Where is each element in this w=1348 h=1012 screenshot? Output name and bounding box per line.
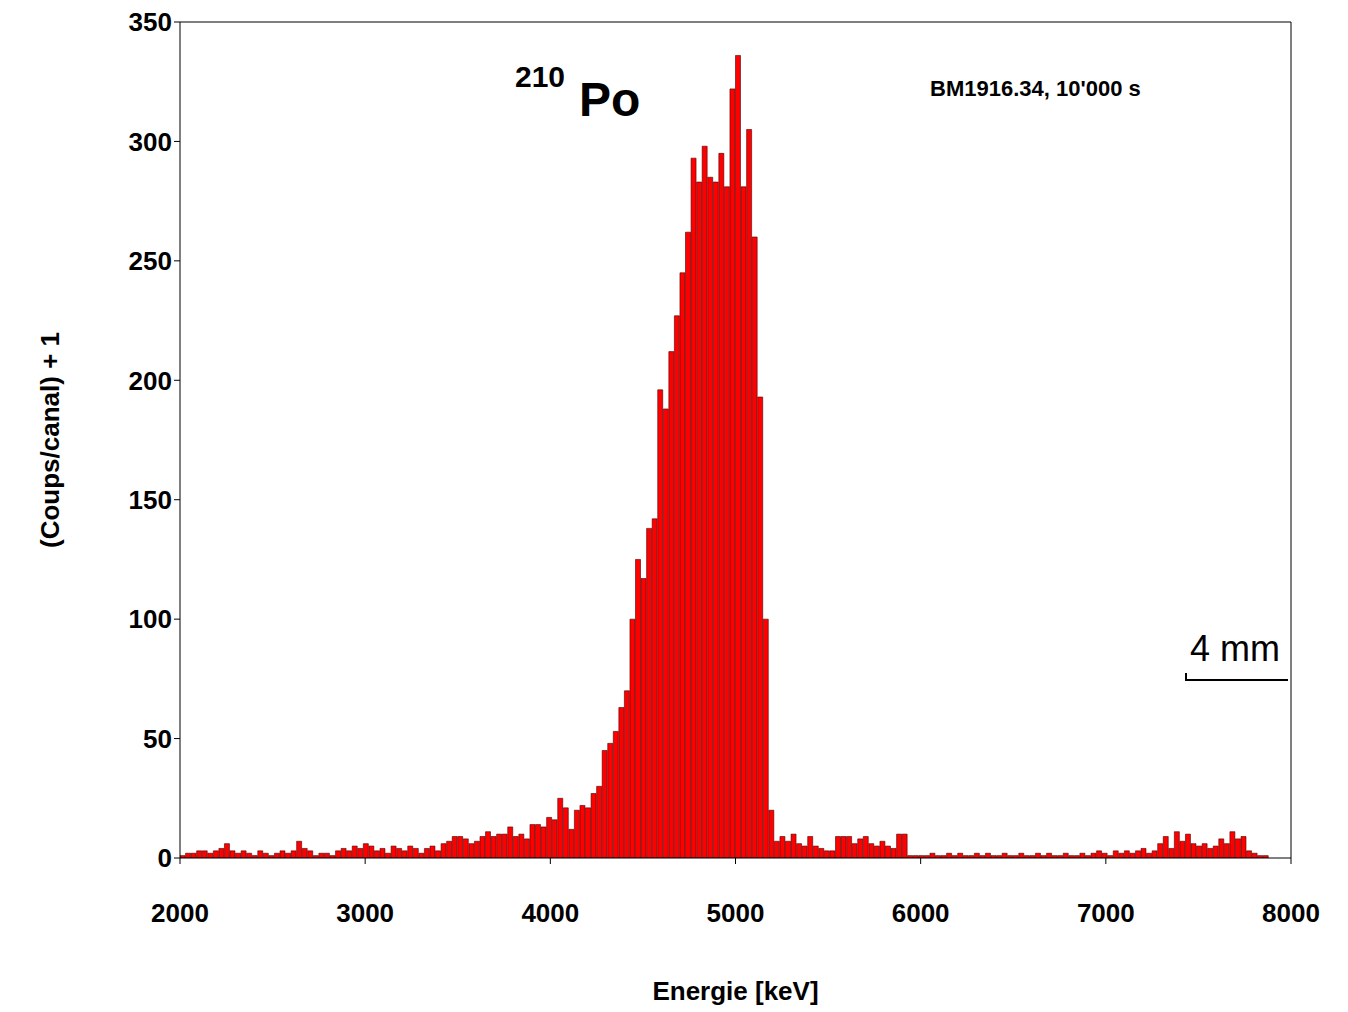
svg-text:350: 350: [129, 7, 172, 37]
svg-text:3000: 3000: [336, 898, 394, 928]
svg-text:50: 50: [143, 724, 172, 754]
svg-text:6000: 6000: [892, 898, 950, 928]
svg-text:8000: 8000: [1262, 898, 1320, 928]
svg-text:7000: 7000: [1077, 898, 1135, 928]
svg-text:250: 250: [129, 246, 172, 276]
svg-text:100: 100: [129, 604, 172, 634]
svg-text:2000: 2000: [151, 898, 209, 928]
html-text:BM1916.34, 10'000 s: BM1916.34, 10'000 s: [930, 76, 1141, 101]
svg-text:200: 200: [129, 366, 172, 396]
svg-text:300: 300: [129, 127, 172, 157]
svg-text:0: 0: [158, 843, 172, 873]
svg-text:(Coups/canal) + 1: (Coups/canal) + 1: [35, 332, 65, 548]
html-text:210 Po: 210 Po: [515, 60, 641, 126]
svg-text:Energie [keV]: Energie [keV]: [652, 976, 818, 1006]
svg-text:4000: 4000: [521, 898, 579, 928]
svg-text:5000: 5000: [707, 898, 765, 928]
svg-text:150: 150: [129, 485, 172, 515]
html-text:4 mm: 4 mm: [1190, 627, 1280, 669]
